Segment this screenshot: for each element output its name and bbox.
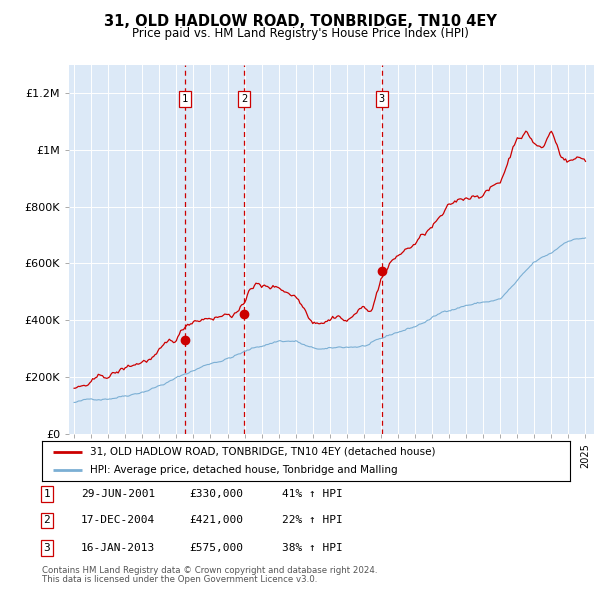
Text: 31, OLD HADLOW ROAD, TONBRIDGE, TN10 4EY: 31, OLD HADLOW ROAD, TONBRIDGE, TN10 4EY — [104, 14, 496, 29]
Text: £330,000: £330,000 — [189, 489, 243, 499]
Text: 1: 1 — [182, 94, 188, 104]
Text: £575,000: £575,000 — [189, 543, 243, 553]
Text: 22% ↑ HPI: 22% ↑ HPI — [282, 516, 343, 525]
Text: 3: 3 — [379, 94, 385, 104]
Text: HPI: Average price, detached house, Tonbridge and Malling: HPI: Average price, detached house, Tonb… — [89, 465, 397, 475]
Text: Contains HM Land Registry data © Crown copyright and database right 2024.: Contains HM Land Registry data © Crown c… — [42, 566, 377, 575]
Text: 2: 2 — [43, 516, 50, 525]
Text: 17-DEC-2004: 17-DEC-2004 — [81, 516, 155, 525]
Text: 3: 3 — [43, 543, 50, 553]
Text: £421,000: £421,000 — [189, 516, 243, 525]
Text: Price paid vs. HM Land Registry's House Price Index (HPI): Price paid vs. HM Land Registry's House … — [131, 27, 469, 40]
Text: 31, OLD HADLOW ROAD, TONBRIDGE, TN10 4EY (detached house): 31, OLD HADLOW ROAD, TONBRIDGE, TN10 4EY… — [89, 447, 435, 457]
Text: 38% ↑ HPI: 38% ↑ HPI — [282, 543, 343, 553]
Text: 41% ↑ HPI: 41% ↑ HPI — [282, 489, 343, 499]
Text: 16-JAN-2013: 16-JAN-2013 — [81, 543, 155, 553]
Text: This data is licensed under the Open Government Licence v3.0.: This data is licensed under the Open Gov… — [42, 575, 317, 584]
Text: 1: 1 — [43, 489, 50, 499]
Text: 29-JUN-2001: 29-JUN-2001 — [81, 489, 155, 499]
Text: 2: 2 — [241, 94, 247, 104]
